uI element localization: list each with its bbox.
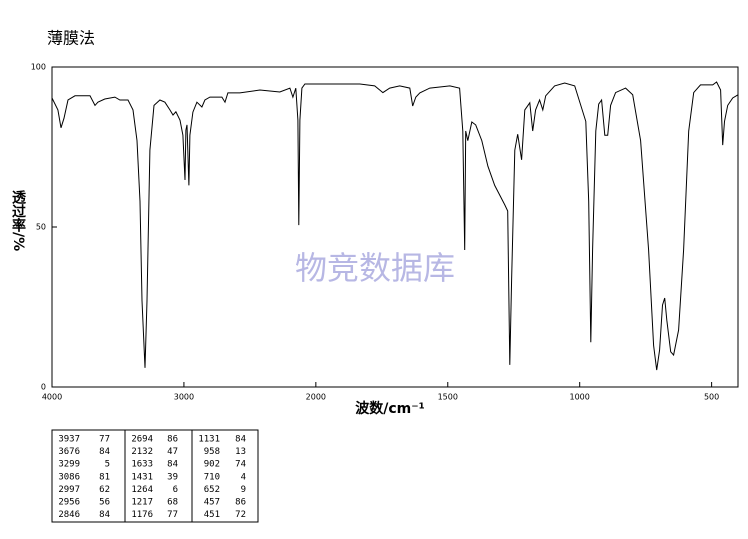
transmittance-cell: 6 — [173, 485, 178, 495]
watermark: 物竞数据库 — [295, 249, 455, 287]
transmittance-cell: 86 — [167, 435, 178, 445]
x-tick-label: 500 — [704, 393, 719, 402]
x-tick-label: 1000 — [570, 393, 590, 402]
x-tick-label: 4000 — [42, 393, 62, 402]
y-tick-label: 100 — [31, 63, 46, 72]
wavenumber-cell: 1264 — [131, 485, 153, 495]
transmittance-cell: 84 — [99, 510, 110, 520]
wavenumber-cell: 2132 — [131, 447, 153, 457]
transmittance-cell: 86 — [235, 498, 246, 508]
wavenumber-cell: 2846 — [58, 510, 80, 520]
transmittance-cell: 84 — [167, 460, 178, 470]
transmittance-cell: 13 — [235, 447, 246, 457]
wavenumber-cell: 3937 — [58, 435, 80, 445]
transmittance-cell: 9 — [241, 485, 246, 495]
wavenumber-cell: 902 — [204, 460, 220, 470]
wavenumber-cell: 710 — [204, 472, 220, 482]
wavenumber-cell: 1633 — [131, 460, 153, 470]
transmittance-cell: 62 — [99, 485, 110, 495]
transmittance-cell: 39 — [167, 472, 178, 482]
transmittance-cell: 84 — [235, 435, 246, 445]
transmittance-cell: 68 — [167, 498, 178, 508]
wavenumber-cell: 2997 — [58, 485, 80, 495]
wavenumber-cell: 3086 — [58, 472, 80, 482]
wavenumber-cell: 1176 — [131, 510, 153, 520]
transmittance-cell: 5 — [105, 460, 110, 470]
transmittance-cell: 77 — [99, 435, 110, 445]
wavenumber-cell: 2694 — [131, 435, 153, 445]
x-tick-label: 1500 — [438, 393, 458, 402]
transmittance-cell: 4 — [241, 472, 246, 482]
wavenumber-cell: 1131 — [198, 435, 220, 445]
wavenumber-cell: 451 — [204, 510, 220, 520]
transmittance-cell: 81 — [99, 472, 110, 482]
wavenumber-cell: 1431 — [131, 472, 153, 482]
x-tick-label: 2000 — [306, 393, 326, 402]
transmittance-cell: 72 — [235, 510, 246, 520]
wavenumber-cell: 3676 — [58, 447, 80, 457]
transmittance-cell: 77 — [167, 510, 178, 520]
wavenumber-cell: 3299 — [58, 460, 80, 470]
spectrum-line — [51, 81, 739, 371]
wavenumber-cell: 958 — [204, 447, 220, 457]
wavenumber-cell: 652 — [204, 485, 220, 495]
x-tick-label: 3000 — [174, 393, 194, 402]
transmittance-cell: 47 — [167, 447, 178, 457]
wavenumber-cell: 457 — [204, 498, 220, 508]
transmittance-cell: 74 — [235, 460, 246, 470]
x-axis-label: 波数/cm⁻¹ — [355, 400, 425, 417]
chart-title: 薄膜法 — [47, 29, 95, 48]
peak-table: 3937 77 2694 86 1131 84 3676 84 2132 47 958 13 3299 5… — [51, 429, 259, 523]
table-frame — [51, 429, 259, 523]
wavenumber-cell: 1217 — [131, 498, 153, 508]
transmittance-cell: 56 — [99, 498, 110, 508]
y-axis-label: 透过率/% — [10, 190, 26, 251]
wavenumber-cell: 2956 — [58, 498, 80, 508]
y-tick-label: 50 — [36, 223, 46, 232]
y-tick-label: 0 — [41, 383, 46, 392]
transmittance-cell: 84 — [99, 447, 110, 457]
